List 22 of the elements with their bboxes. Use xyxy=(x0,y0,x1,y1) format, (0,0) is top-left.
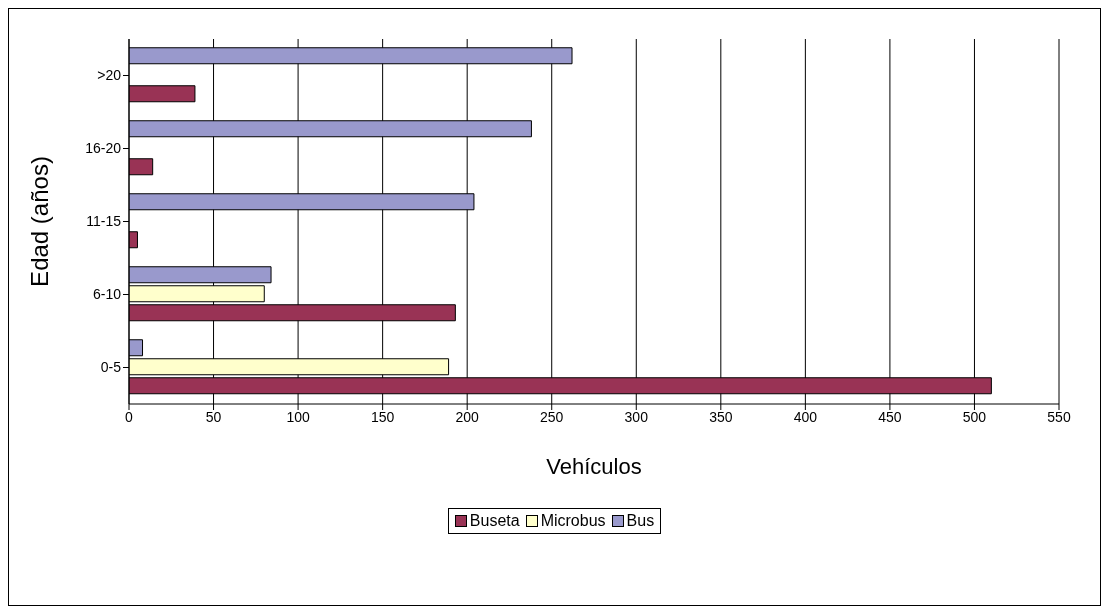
x-tick-label: 300 xyxy=(624,408,649,425)
x-tick-label: 100 xyxy=(286,408,310,425)
legend-label: Bus xyxy=(625,512,655,530)
x-tick-label: 400 xyxy=(793,408,818,425)
legend-label: Microbus xyxy=(539,512,606,530)
x-tick-label: 550 xyxy=(1047,408,1071,425)
y-axis-title: Edad (años) xyxy=(25,156,53,287)
x-tick-label: 500 xyxy=(962,408,987,425)
x-tick-label: 0 xyxy=(125,408,134,425)
x-axis-title: Vehículos xyxy=(546,454,642,479)
x-tick-label: 200 xyxy=(455,408,480,425)
legend-label: Buseta xyxy=(468,512,520,530)
x-tick-label: 350 xyxy=(709,408,733,425)
x-tick-label: 50 xyxy=(205,408,222,425)
x-tick-label: 150 xyxy=(370,408,395,425)
y-tick-label: >20 xyxy=(97,67,122,84)
y-tick-label: 0-5 xyxy=(100,359,122,376)
y-tick-label: 11-15 xyxy=(86,213,122,230)
y-tick-label: 16-20 xyxy=(85,140,122,157)
y-tick-label: 6-10 xyxy=(92,286,122,303)
x-tick-label: 450 xyxy=(878,408,902,425)
x-tick-label: 250 xyxy=(540,408,564,425)
